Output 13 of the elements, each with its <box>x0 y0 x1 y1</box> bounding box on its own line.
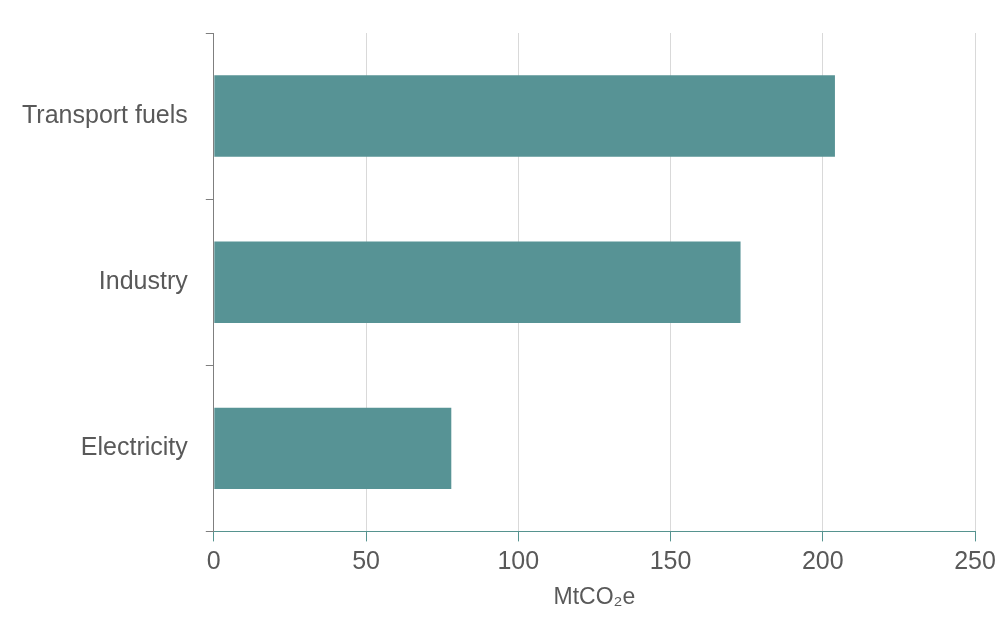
x-tick-label: 150 <box>649 546 692 575</box>
x-tick-label: 50 <box>352 546 380 575</box>
x-tick-label: 100 <box>497 546 540 575</box>
bar <box>214 407 452 490</box>
x-axis-title: MtCO₂e <box>553 582 636 609</box>
y-tick-label: Industry <box>98 266 189 295</box>
bar <box>214 241 741 323</box>
y-tick-label: Transport fuels <box>22 99 188 128</box>
y-tick-label: Electricity <box>80 432 189 461</box>
x-tick-label: 250 <box>954 546 996 575</box>
x-tick-label: 200 <box>801 546 844 575</box>
bar <box>214 75 835 157</box>
x-tick-label: 0 <box>206 546 221 575</box>
